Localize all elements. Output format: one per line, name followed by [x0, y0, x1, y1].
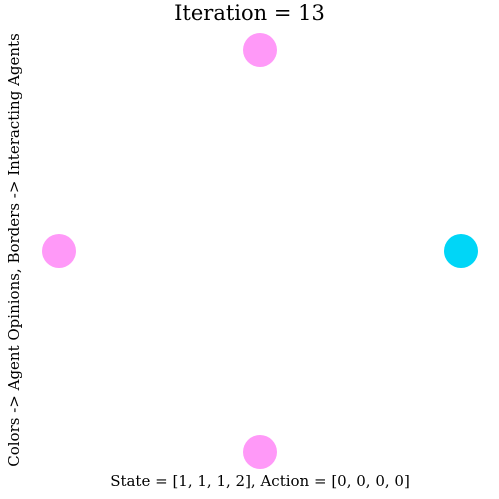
- agent-left-node: [42, 234, 76, 268]
- side-axis-label: Colors -> Agent Opinions, Borders -> Int…: [5, 33, 23, 467]
- agent-bottom-node: [243, 435, 277, 469]
- agent-right-node: [444, 234, 478, 268]
- state-action-label: State = [1, 1, 1, 2], Action = [0, 0, 0,…: [110, 472, 410, 490]
- figure-title: Iteration = 13: [174, 1, 325, 25]
- agent-top-node: [243, 33, 277, 67]
- agents-layer: [42, 33, 478, 469]
